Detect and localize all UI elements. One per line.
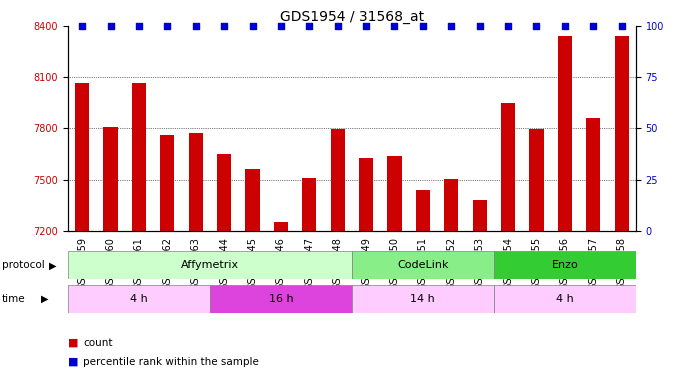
Bar [330, 129, 345, 231]
Bar [68, 285, 210, 313]
Bar [274, 222, 288, 231]
Point [133, 23, 144, 29]
Bar [359, 158, 373, 231]
Bar [352, 285, 494, 313]
Point [275, 23, 286, 29]
Bar [217, 154, 231, 231]
Bar [415, 190, 430, 231]
Bar [529, 129, 543, 231]
Point [389, 23, 400, 29]
Text: time: time [2, 294, 26, 304]
Text: protocol: protocol [2, 260, 45, 270]
Point [446, 23, 457, 29]
Text: 4 h: 4 h [556, 294, 574, 304]
Bar [615, 36, 629, 231]
Text: 16 h: 16 h [269, 294, 293, 304]
Point [247, 23, 258, 29]
Bar [494, 251, 636, 279]
Bar [132, 83, 146, 231]
Point [360, 23, 371, 29]
Bar [352, 251, 494, 279]
Point [616, 23, 627, 29]
Title: GDS1954 / 31568_at: GDS1954 / 31568_at [280, 10, 424, 24]
Text: Affymetrix: Affymetrix [181, 260, 239, 270]
Bar [75, 83, 89, 231]
Point [162, 23, 173, 29]
Bar [210, 285, 352, 313]
Text: CodeLink: CodeLink [397, 260, 449, 270]
Point [105, 23, 116, 29]
Point [588, 23, 598, 29]
Bar [160, 135, 175, 231]
Text: count: count [83, 338, 112, 348]
Bar [302, 178, 316, 231]
Point [219, 23, 230, 29]
Bar [188, 133, 203, 231]
Point [333, 23, 343, 29]
Text: ■: ■ [68, 357, 82, 367]
Bar [473, 200, 487, 231]
Bar [558, 36, 572, 231]
Text: ■: ■ [68, 338, 82, 348]
Point [190, 23, 201, 29]
Bar [68, 251, 352, 279]
Point [304, 23, 315, 29]
Bar [444, 178, 458, 231]
Text: ▶: ▶ [41, 294, 48, 304]
Text: percentile rank within the sample: percentile rank within the sample [83, 357, 259, 367]
Point [77, 23, 88, 29]
Bar [103, 127, 118, 231]
Bar [494, 285, 636, 313]
Point [418, 23, 428, 29]
Text: Enzo: Enzo [551, 260, 578, 270]
Text: 4 h: 4 h [130, 294, 148, 304]
Bar [388, 156, 402, 231]
Text: 14 h: 14 h [411, 294, 435, 304]
Bar [245, 170, 260, 231]
Text: ▶: ▶ [49, 260, 56, 270]
Bar [501, 103, 515, 231]
Point [531, 23, 542, 29]
Bar [586, 118, 600, 231]
Point [503, 23, 513, 29]
Point [474, 23, 485, 29]
Point [560, 23, 571, 29]
